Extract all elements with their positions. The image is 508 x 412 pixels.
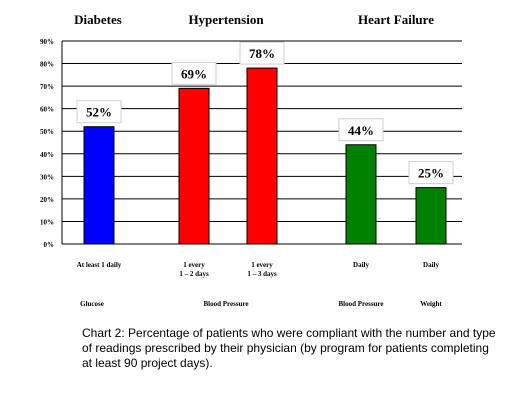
group-label: Heart Failure — [358, 12, 434, 27]
value-label: 69% — [181, 66, 207, 81]
y-tick-label: 80% — [40, 61, 54, 69]
value-label: 52% — [86, 105, 112, 120]
group-label: Hypertension — [188, 12, 264, 27]
measure-label: Weight — [420, 300, 442, 308]
group-label: Diabetes — [74, 12, 122, 27]
category-label: Daily — [353, 261, 369, 269]
y-tick-label: 70% — [40, 83, 54, 91]
category-label: At least 1 daily — [77, 261, 122, 269]
category-label: 1 every — [251, 261, 273, 269]
bar — [415, 187, 447, 245]
chart-caption: Chart 2: Percentage of patients who were… — [82, 326, 496, 370]
measure-label: Blood Pressure — [203, 300, 248, 308]
value-label-box — [338, 118, 384, 142]
y-tick-label: 60% — [40, 106, 54, 114]
category-label: 1 – 3 days — [247, 270, 277, 278]
y-tick-label: 50% — [40, 128, 54, 136]
value-label: 25% — [418, 166, 444, 181]
value-label-box — [171, 61, 217, 85]
value-label-box — [408, 161, 454, 185]
bar — [83, 126, 115, 245]
category-label: 1 – 2 days — [179, 270, 209, 278]
category-label: 1 every — [183, 261, 205, 269]
value-label: 44% — [348, 123, 374, 138]
measure-label: Blood Pressure — [338, 300, 383, 308]
value-label-box — [239, 41, 285, 65]
bar — [178, 87, 210, 245]
y-tick-label: 30% — [40, 173, 54, 181]
measure-label: Glucose — [80, 300, 104, 308]
y-tick-label: 40% — [40, 151, 54, 159]
y-tick-label: 10% — [40, 218, 54, 226]
value-label-box — [76, 100, 122, 124]
bar — [345, 144, 377, 245]
y-tick-label: 90% — [40, 38, 54, 46]
category-label: Daily — [423, 261, 439, 269]
bar — [246, 67, 278, 245]
value-label: 78% — [249, 46, 275, 61]
y-tick-label: 0% — [44, 241, 55, 249]
y-tick-label: 20% — [40, 196, 54, 204]
